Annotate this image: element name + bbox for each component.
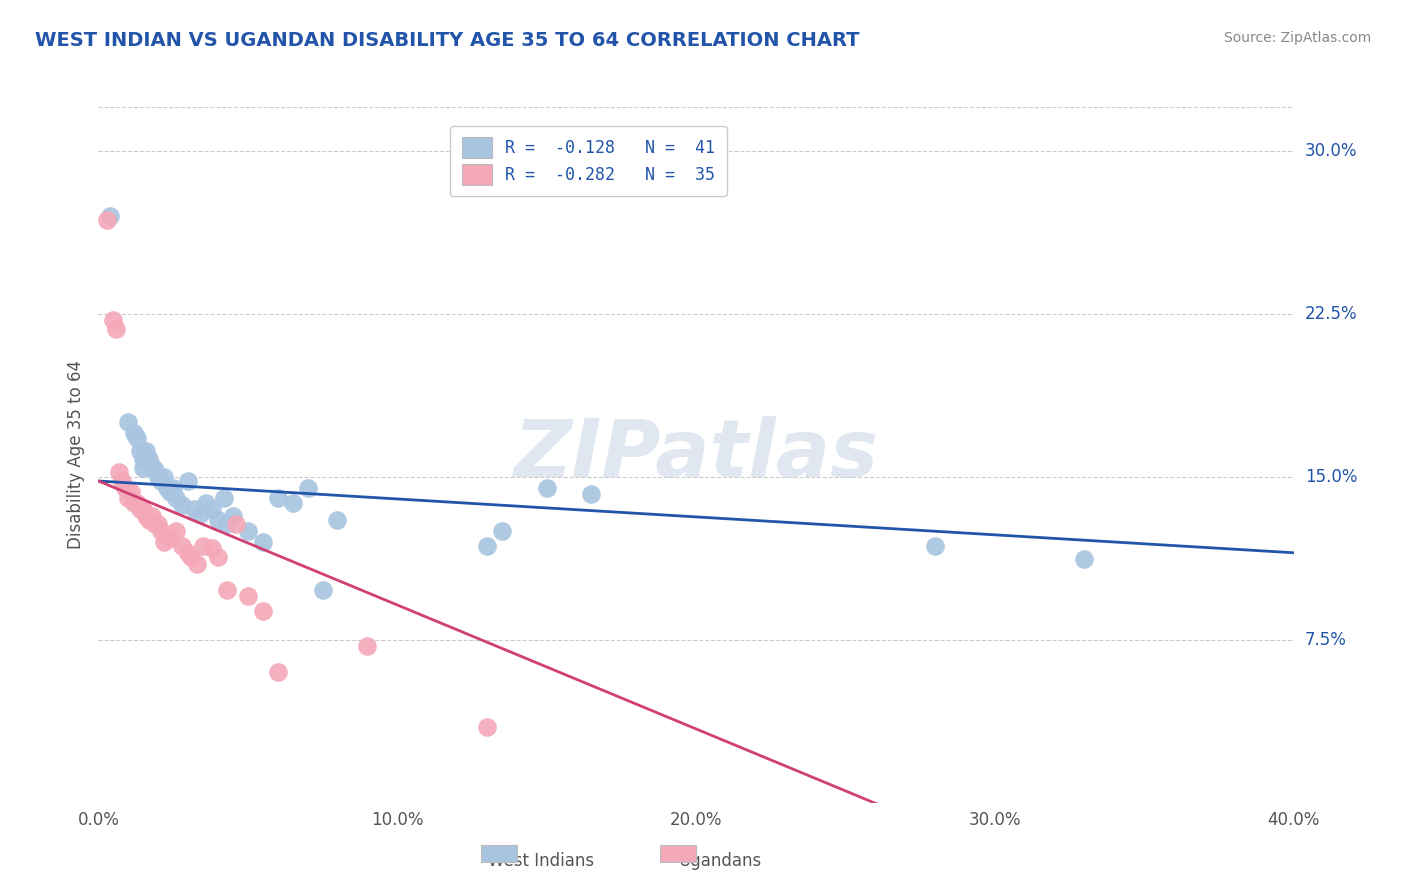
Point [127,431,149,445]
Point [172,498,194,512]
Text: Source: ZipAtlas.com: Source: ZipAtlas.com [1223,31,1371,45]
Point [356,639,378,653]
Point [141,508,163,523]
Point [236,524,259,538]
Point [135,443,157,458]
Point [156,481,179,495]
Point [143,463,166,477]
Point [180,550,202,565]
Point [114,481,136,495]
Point [201,502,224,516]
Point [172,539,194,553]
Text: WEST INDIAN VS UGANDAN DISABILITY AGE 35 TO 64 CORRELATION CHART: WEST INDIAN VS UGANDAN DISABILITY AGE 35… [35,31,859,50]
Point [150,474,173,488]
Point [177,474,200,488]
Point [98,209,122,223]
Point [132,461,155,475]
Point [132,502,155,516]
Point [252,535,274,549]
Point [127,496,149,510]
Point [924,539,946,553]
Text: 15.0%: 15.0% [1305,467,1357,485]
Point [117,415,139,429]
Text: 7.5%: 7.5% [1305,631,1347,648]
Point [124,496,146,510]
Point [222,508,245,523]
Point [215,582,238,597]
Point [124,426,146,441]
Text: 30.0%: 30.0% [1305,142,1357,160]
Point [103,313,125,327]
Text: West Indians: West Indians [488,852,593,870]
Point [311,582,333,597]
Point [111,474,134,488]
Point [117,491,139,506]
Point [183,502,205,516]
Point [153,535,176,549]
Point [188,507,211,521]
Point [475,539,498,553]
Point [1073,552,1095,566]
Point [129,443,152,458]
Y-axis label: Disability Age 35 to 64: Disability Age 35 to 64 [66,360,84,549]
Point [225,517,247,532]
Point [186,557,208,571]
Point [148,517,170,532]
Text: 22.5%: 22.5% [1305,304,1357,323]
Point [148,469,170,483]
Legend: R =  -0.128   N =  41, R =  -0.282   N =  35: R = -0.128 N = 41, R = -0.282 N = 35 [450,126,727,196]
Point [267,491,290,506]
Point [165,524,187,538]
Point [153,469,176,483]
Point [96,213,118,227]
Point [215,517,238,532]
FancyBboxPatch shape [481,845,517,862]
Point [581,487,603,501]
Point [194,496,218,510]
Point [267,665,290,680]
Point [138,513,160,527]
Point [105,322,128,336]
Point [138,452,160,467]
Point [129,502,152,516]
Point [159,484,181,499]
Text: ZIPatlas: ZIPatlas [513,416,879,494]
Point [191,539,214,553]
Point [141,458,163,473]
Point [207,513,229,527]
Point [207,550,229,565]
Point [236,589,259,603]
Point [536,481,558,495]
Point [165,491,187,506]
Point [120,484,142,499]
Point [297,481,319,495]
Point [132,452,155,467]
Point [162,481,184,495]
FancyBboxPatch shape [661,845,696,862]
Point [212,491,235,506]
Point [475,720,498,734]
Point [177,546,200,560]
Text: Ugandans: Ugandans [678,852,762,870]
Point [281,496,304,510]
Point [491,524,513,538]
Point [135,508,157,523]
Point [108,466,131,480]
Point [201,541,224,556]
Point [326,513,349,527]
Point [143,517,166,532]
Point [159,531,181,545]
Point [252,605,274,619]
Point [150,524,173,538]
